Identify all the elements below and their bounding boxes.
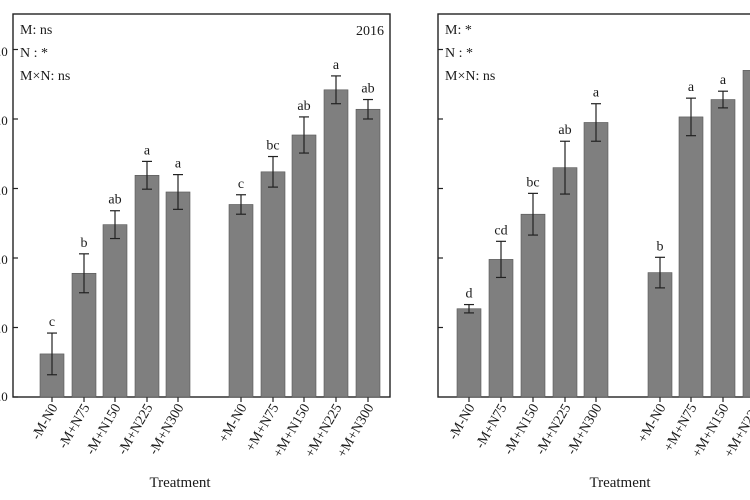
bar — [488, 259, 514, 398]
bar — [742, 70, 750, 398]
x-axis-title: Treatment — [149, 475, 211, 491]
significance-letter: ab — [361, 82, 374, 97]
bar — [355, 108, 381, 398]
year-label: 2016 — [356, 24, 384, 39]
stat-main-effect-m: M: * — [445, 23, 472, 38]
chart-panel-second: M: * N : * M×N: ns Treatment -M-N0d-M+N7… — [437, 13, 750, 491]
stat-main-effect-m: M: ns — [20, 23, 52, 38]
x-axis-title: Treatment — [589, 475, 651, 491]
bar — [647, 272, 673, 398]
bar — [260, 171, 286, 398]
bar — [228, 204, 254, 398]
y-tick-label: .0 — [0, 113, 8, 128]
bar — [710, 99, 736, 398]
significance-letter: d — [466, 287, 473, 302]
significance-letter: cd — [494, 223, 507, 238]
significance-letter: c — [238, 177, 244, 192]
significance-letter: a — [144, 143, 151, 158]
significance-letter: a — [333, 58, 340, 73]
bar — [71, 272, 97, 398]
bar — [134, 174, 160, 398]
significance-letter: c — [49, 315, 55, 330]
significance-letter: a — [175, 157, 182, 172]
chart-panel-2016: 2016 M: ns N : * M×N: ns Treatment .0 .0… — [0, 13, 391, 491]
stat-main-effect-n: N : * — [20, 46, 48, 61]
stat-interaction: M×N: ns — [20, 69, 70, 84]
x-tick-label: +M-N0 — [216, 402, 250, 446]
significance-letter: a — [720, 73, 727, 88]
stat-main-effect-n: N : * — [445, 46, 473, 61]
y-tick-label: .0 — [0, 183, 8, 198]
significance-letter: bc — [526, 175, 539, 190]
significance-letter: b — [81, 236, 88, 251]
stat-interaction: M×N: ns — [445, 69, 495, 84]
bar — [520, 213, 546, 398]
y-tick-label: .0 — [0, 44, 8, 59]
bar — [291, 134, 317, 398]
bar — [583, 122, 609, 398]
y-tick-label: .0 — [0, 252, 8, 267]
y-tick-label: .0 — [0, 321, 8, 336]
x-tick-label: +M-N0 — [635, 402, 669, 446]
bar — [456, 308, 482, 398]
significance-letter: a — [688, 80, 695, 95]
x-tick-label: -M-N0 — [29, 402, 61, 443]
bar — [323, 89, 349, 398]
x-tick-label: -M-N0 — [446, 402, 478, 443]
significance-letter: a — [593, 86, 600, 101]
y-tick-label: .0 — [0, 389, 8, 404]
significance-letter: b — [657, 239, 664, 254]
significance-letter: ab — [558, 123, 571, 138]
significance-letter: bc — [266, 139, 279, 154]
bar — [102, 224, 128, 398]
bar — [678, 116, 704, 398]
bar — [165, 191, 191, 398]
significance-letter: ab — [108, 193, 121, 208]
significance-letter: ab — [297, 99, 310, 114]
plot-frame — [12, 13, 391, 398]
bar — [552, 167, 578, 398]
